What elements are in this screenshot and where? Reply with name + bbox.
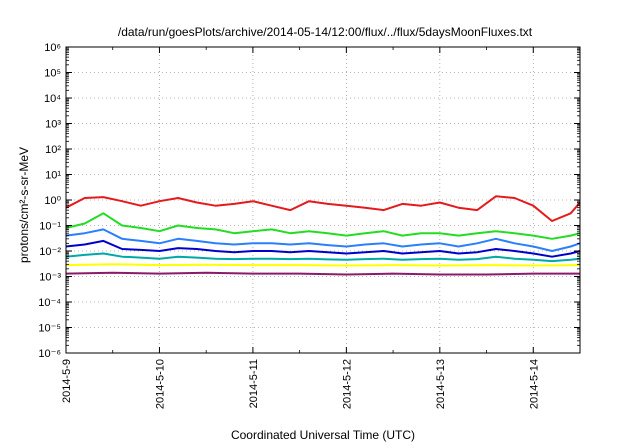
y-tick-label: 10⁴ (44, 93, 61, 105)
y-axis-label: protons/cm²-s-sr-MeV (17, 147, 31, 263)
y-axis-ticks: 10⁻⁶ 10⁻⁵ 10⁻⁴ 10⁻³ 10⁻² 10⁻¹ 10⁰ 10¹ 10² 10³ 10⁴ 1… (38, 42, 580, 360)
y-tick-label: 10⁻⁴ (38, 297, 61, 309)
y-tick-label: 10⁻⁶ (38, 348, 61, 360)
x-tick-label: 2014-5-12 (341, 359, 353, 409)
x-tick-label: 2014-5-10 (154, 359, 166, 409)
y-tick-label: 10⁰ (44, 195, 61, 207)
x-tick-label: 2014-5-14 (528, 359, 540, 409)
y-tick-label: 10⁻¹ (39, 221, 61, 233)
x-tick-label: 2014-5-9 (61, 359, 73, 403)
y-tick-label: 10⁶ (44, 42, 61, 54)
y-tick-label: 10⁻⁵ (38, 323, 61, 335)
y-tick-label: 10⁻³ (39, 272, 61, 284)
x-axis-label: Coordinated Universal Time (UTC) (231, 428, 415, 442)
series-line-7 (65, 271, 580, 276)
series-line-2 (65, 212, 581, 240)
series-line-4 (65, 239, 581, 258)
series-group (65, 195, 581, 276)
series-line-5 (65, 252, 581, 263)
x-tick-label: 2014-5-13 (435, 359, 447, 409)
y-tick-label: 10² (45, 144, 61, 156)
series-line-6 (65, 263, 581, 267)
y-tick-label: 10⁻² (39, 246, 61, 258)
y-tick-label: 10⁵ (44, 68, 61, 80)
x-axis-ticks: 2014-5-9 2014-5-10 2014-5-11 2014-5-12 2014-… (61, 47, 540, 409)
series-line-1 (65, 195, 581, 222)
y-tick-label: 10³ (45, 119, 61, 131)
grid-lines (66, 47, 580, 353)
y-tick-label: 10¹ (45, 170, 61, 182)
series-line-3 (65, 228, 581, 252)
x-tick-label: 2014-5-11 (248, 359, 260, 408)
chart-title: /data/run/goesPlots/archive/2014-05-14/1… (118, 25, 533, 39)
